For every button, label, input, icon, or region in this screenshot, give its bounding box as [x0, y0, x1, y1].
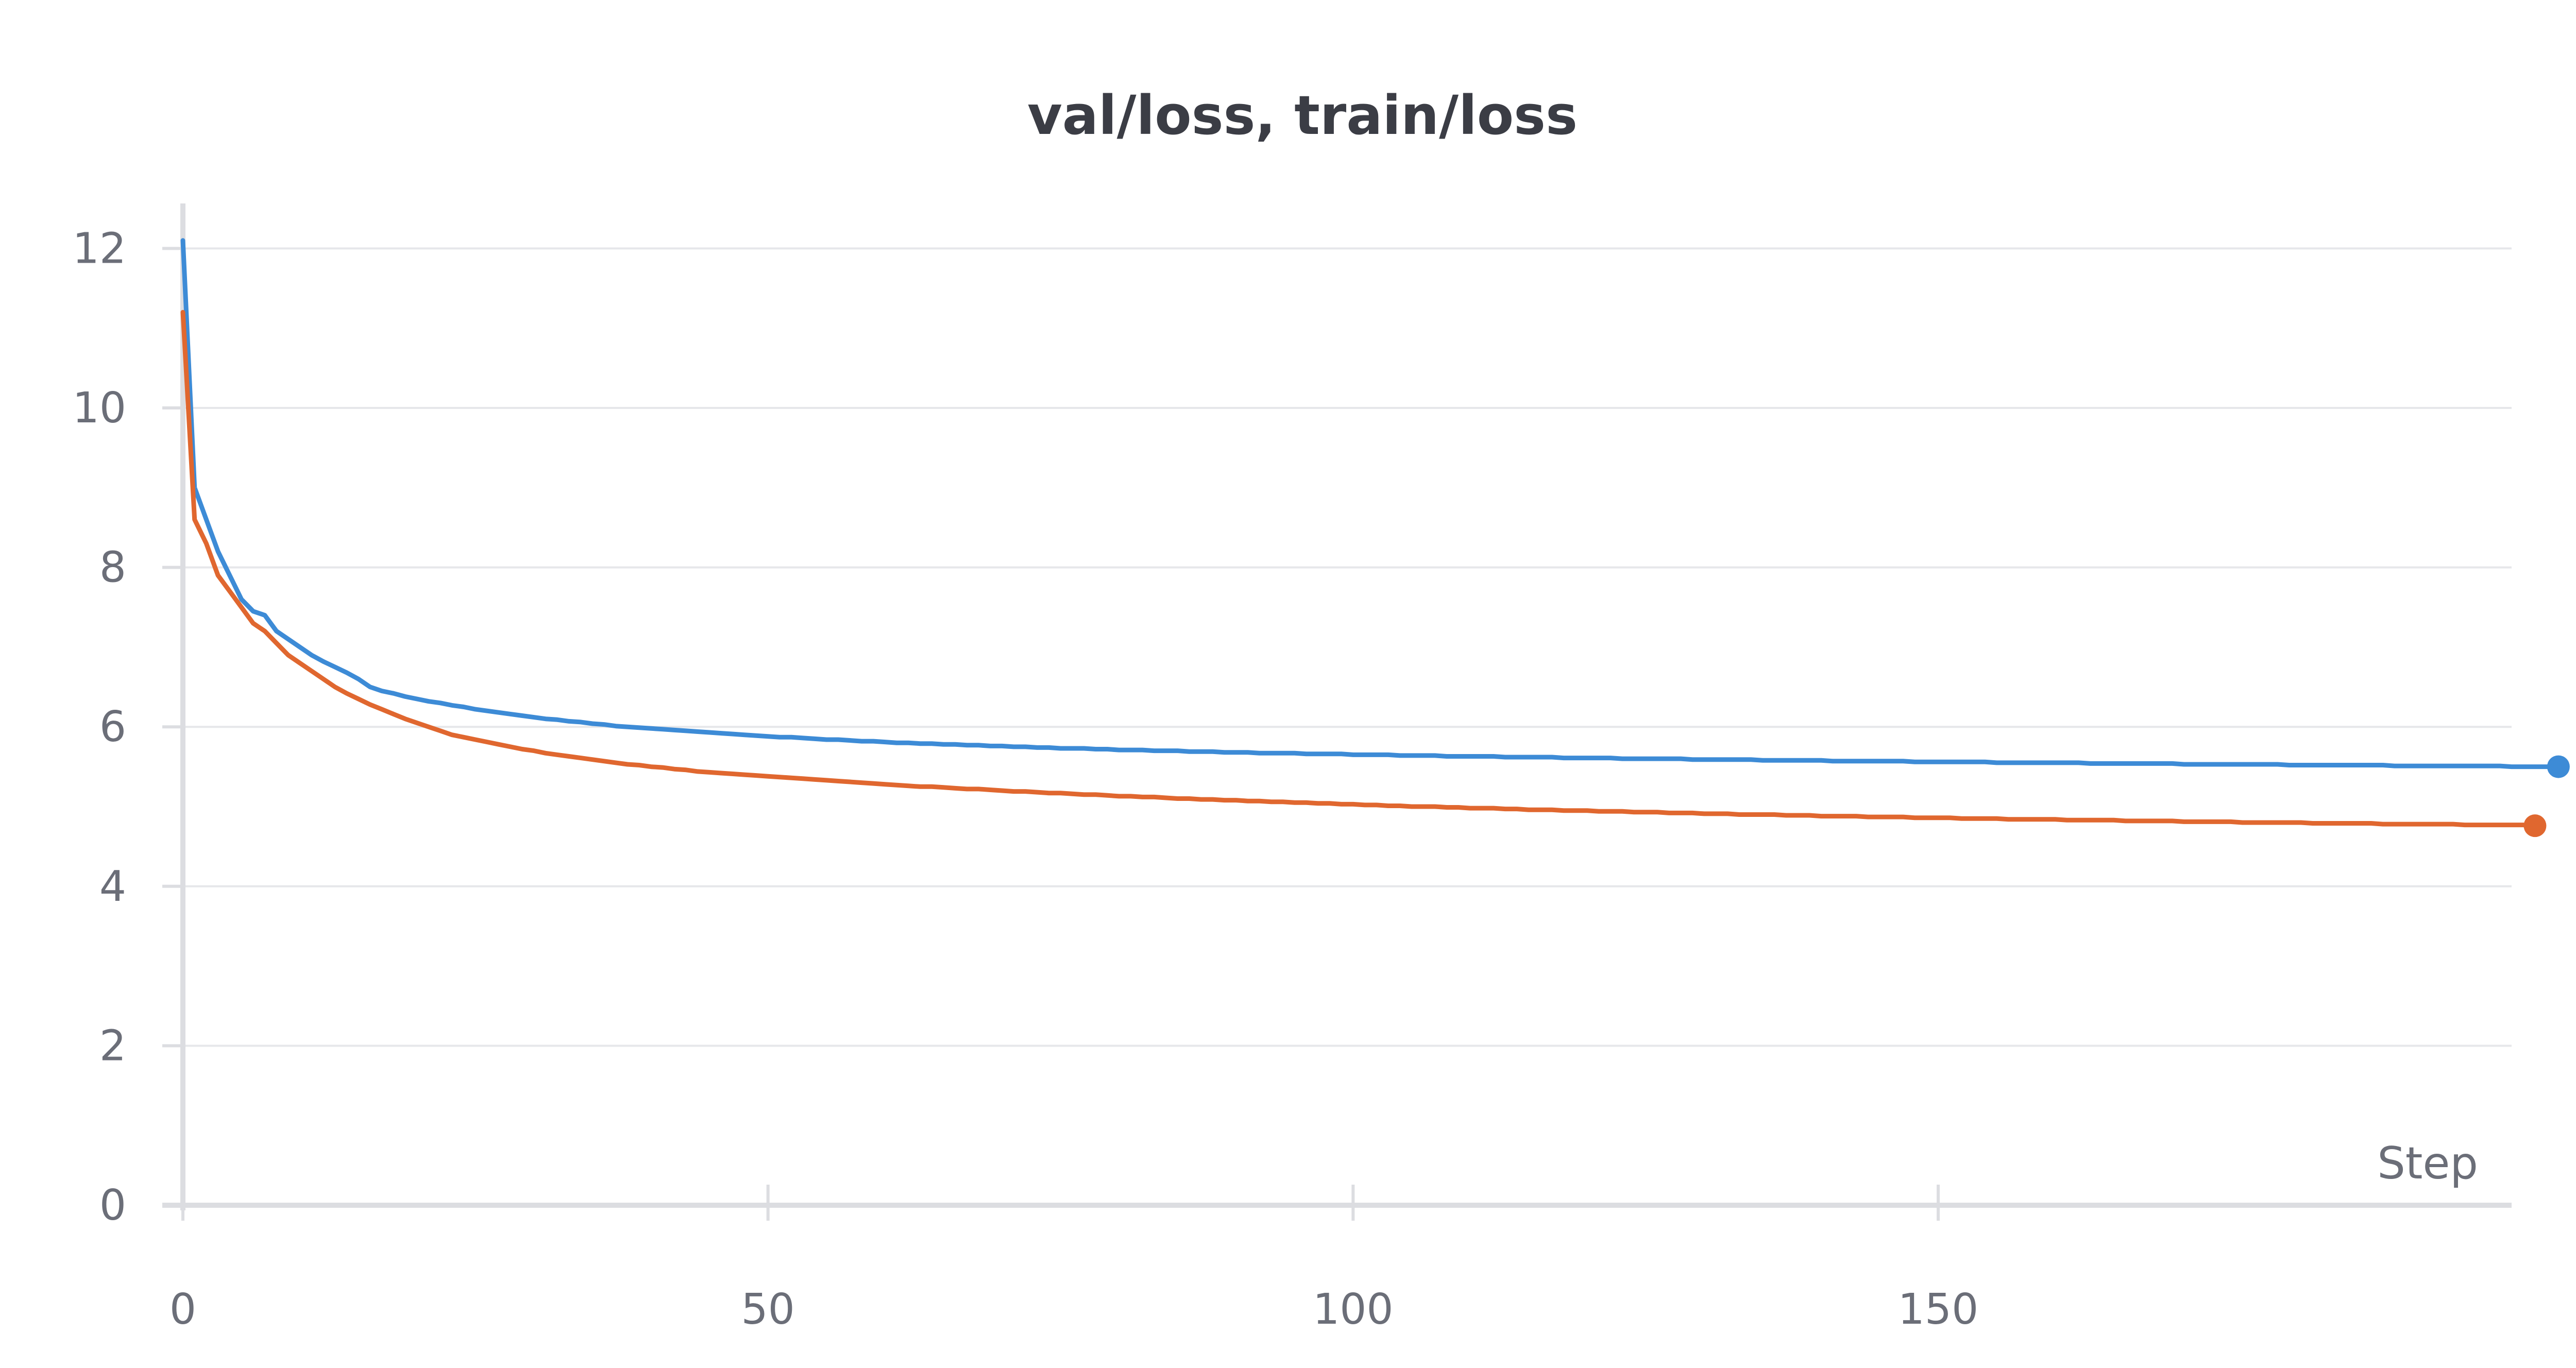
tick-layer: 0 2 4 6 8 10 12 0 50 100 150	[73, 224, 1979, 1334]
x-tick-label: 150	[1898, 1285, 1979, 1334]
grid-layer	[183, 247, 2512, 1047]
x-tick-label: 50	[741, 1285, 795, 1334]
series-line-0	[180, 238, 2561, 770]
axis-layer	[162, 203, 2512, 1221]
y-tick-label: 2	[99, 1021, 126, 1070]
y-tick-label: 0	[99, 1181, 126, 1230]
y-tick-label: 4	[99, 862, 126, 911]
series-layer	[180, 238, 2570, 837]
x-tick-label: 0	[170, 1285, 196, 1334]
y-tick-label: 12	[73, 224, 126, 273]
y-tick-label: 8	[99, 543, 126, 592]
x-tick-label: 100	[1313, 1285, 1394, 1334]
series-endpoint-0	[2547, 755, 2570, 778]
y-tick-label: 6	[99, 703, 126, 751]
chart-title: val/loss, train/loss	[1027, 84, 1578, 147]
series-line-1	[180, 310, 2537, 828]
y-tick-label: 10	[73, 384, 126, 433]
series-endpoint-1	[2523, 814, 2547, 837]
x-axis-label: Step	[2377, 1138, 2478, 1189]
